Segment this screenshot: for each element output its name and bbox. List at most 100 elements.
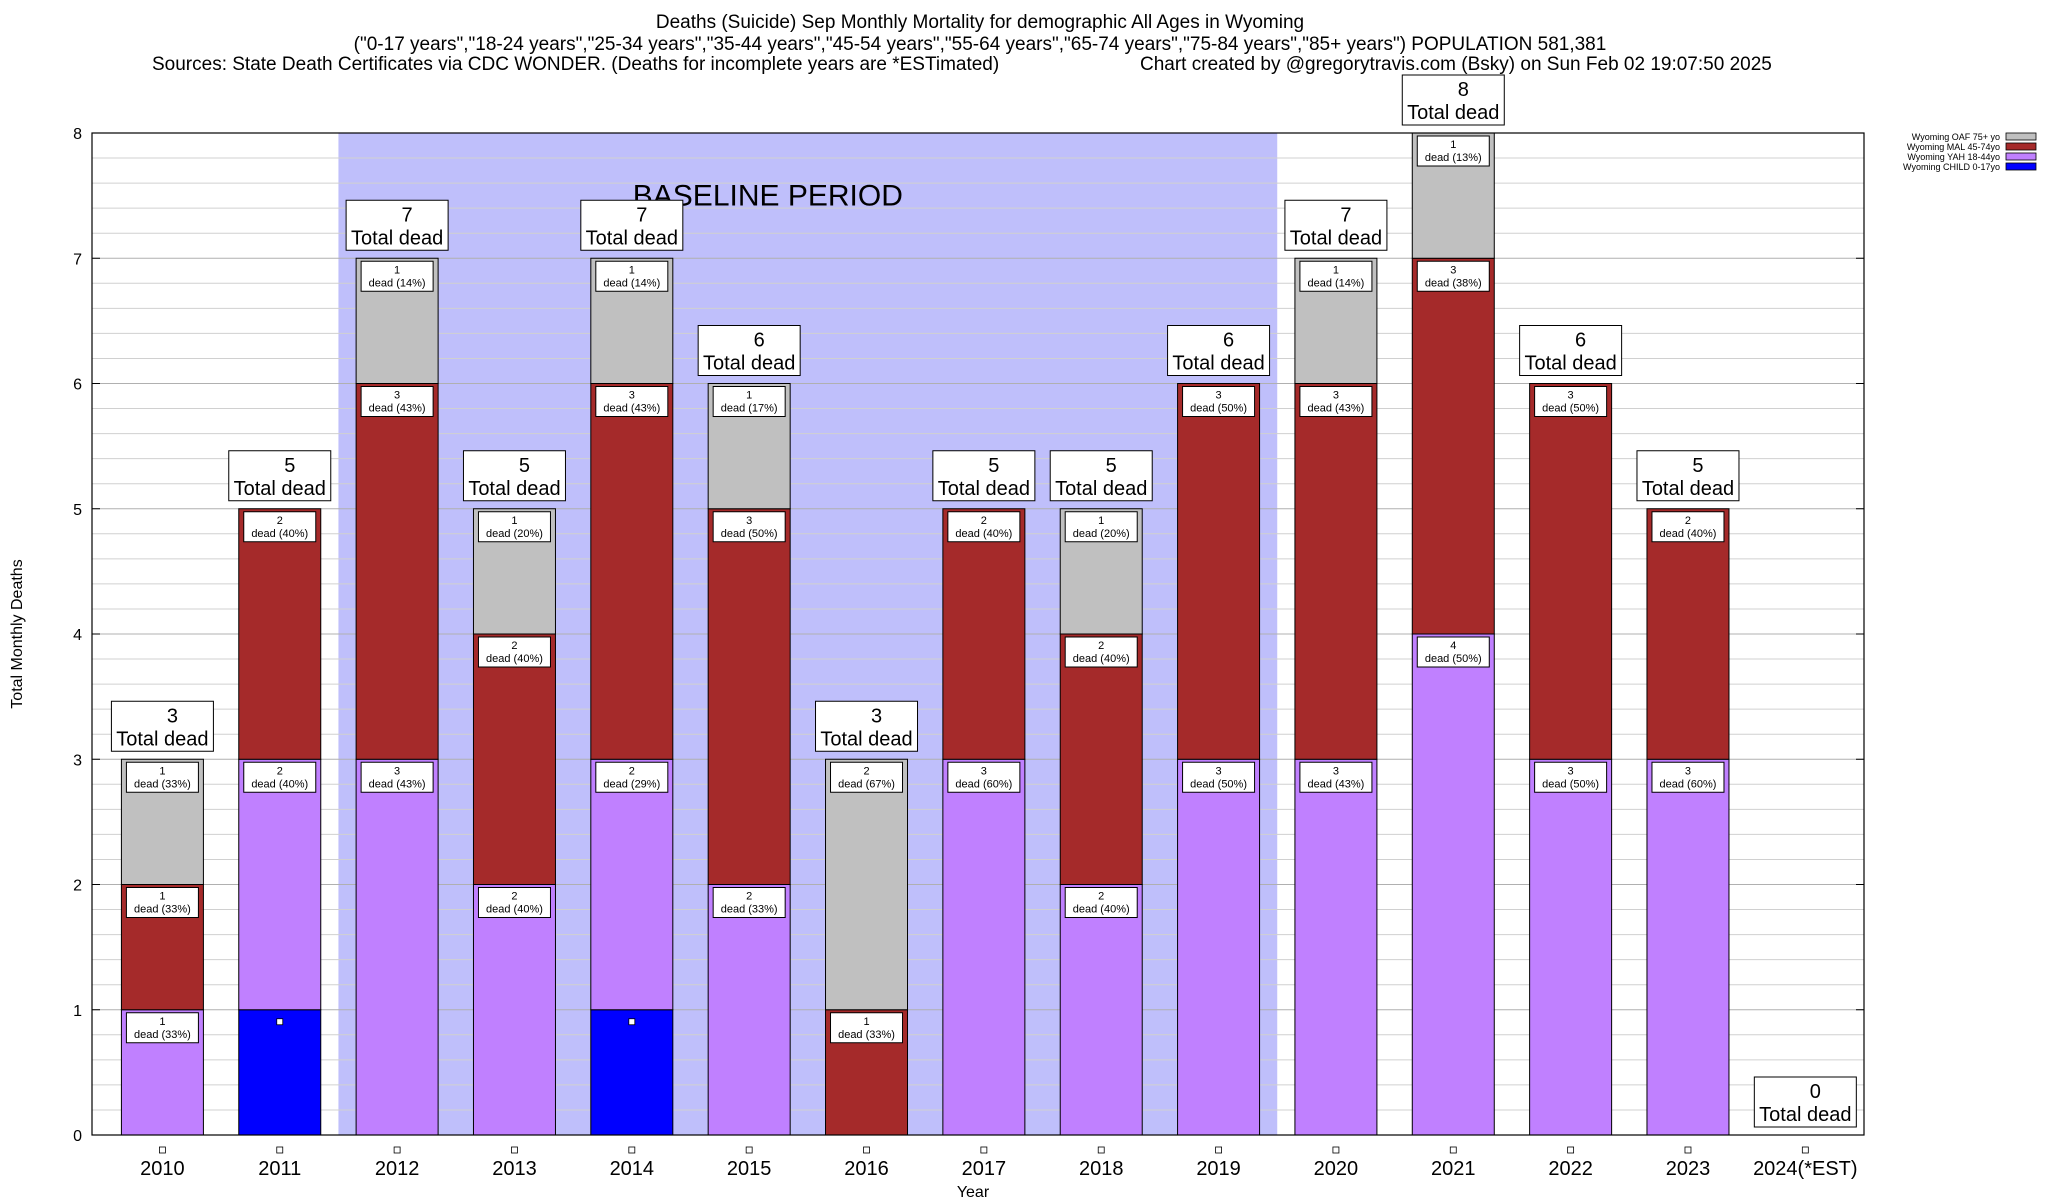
- y-tick-label: 3: [73, 752, 82, 769]
- segment-label-count: 3: [1685, 765, 1691, 777]
- total-label-text: Total dead: [116, 728, 208, 750]
- segment-label-percent: dead (50%): [1190, 778, 1247, 790]
- segment-label-count: 2: [511, 891, 517, 903]
- segment-label-percent: dead (14%): [1307, 277, 1364, 289]
- x-marker: [745, 1146, 753, 1154]
- segment-label-percent: dead (13%): [1425, 152, 1482, 164]
- bar-segment: [1529, 383, 1613, 760]
- segment-label-box: [125, 761, 199, 793]
- segment-label-percent: dead (33%): [134, 1029, 191, 1041]
- segment-label-count: 1: [1450, 139, 1456, 151]
- bar-segment: [942, 758, 1026, 1136]
- segment-label-percent: dead (40%): [486, 653, 543, 665]
- segment-label-percent: dead (43%): [603, 403, 660, 415]
- segment-label-count: 2: [746, 891, 752, 903]
- total-label-box: [580, 199, 684, 251]
- total-label-value: 6: [754, 330, 765, 352]
- legend-swatch: [2005, 162, 2037, 171]
- segment-label-count: 2: [981, 515, 987, 527]
- bar-segment: [1294, 383, 1378, 760]
- total-label-text: Total dead: [820, 728, 912, 750]
- segment-label-count: 3: [981, 765, 987, 777]
- legend-swatch: [2005, 132, 2037, 141]
- total-label-box: [1284, 199, 1388, 251]
- total-label-box: [815, 700, 919, 752]
- segment-label-percent: dead (33%): [134, 904, 191, 916]
- x-tick-label: 2024(*EST): [1753, 1158, 1858, 1180]
- segment-label-percent: dead (17%): [721, 403, 778, 415]
- segment-label-percent: dead (43%): [369, 403, 426, 415]
- x-tick-label: 2016: [844, 1158, 889, 1180]
- total-label-value: 3: [167, 705, 178, 727]
- chart-credit: Chart created by @gregorytravis.com (Bsk…: [1140, 54, 1772, 75]
- segment-label-box: [360, 386, 434, 417]
- segment-label-box: [1064, 887, 1138, 918]
- total-label-value: 0: [1810, 1081, 1821, 1103]
- bar-segment: [825, 758, 909, 1011]
- total-label-text: Total dead: [468, 478, 560, 500]
- segment-label-percent: dead (14%): [369, 277, 426, 289]
- x-tick-label: 2020: [1314, 1158, 1359, 1180]
- segment-label-box: [1534, 386, 1608, 417]
- legend-label: Wyoming MAL 45-74yo: [1907, 142, 2000, 152]
- segment-label-percent: dead (40%): [955, 528, 1012, 540]
- total-label-value: 5: [988, 455, 999, 477]
- segment-label-percent: dead (43%): [1307, 403, 1364, 415]
- segment-label-count: 3: [1333, 390, 1339, 402]
- segment-label-box: [1416, 636, 1490, 668]
- segment-label-percent: dead (29%): [603, 778, 660, 790]
- y-tick-label: 1: [73, 1003, 82, 1020]
- total-label-text: Total dead: [1172, 353, 1264, 375]
- total-label-text: Total dead: [1055, 478, 1147, 500]
- bar-segment: [1646, 758, 1730, 1136]
- segment-label-count: 3: [1568, 765, 1574, 777]
- bar-segment: [590, 758, 674, 1011]
- bar-segment: [1411, 257, 1495, 635]
- total-label-text: Total dead: [234, 478, 326, 500]
- total-label-text: Total dead: [586, 227, 678, 249]
- bar-segment: [1177, 383, 1261, 760]
- bar-segment: [707, 508, 791, 885]
- segment-label-percent: dead (40%): [1073, 653, 1130, 665]
- total-label-box: [1753, 1076, 1857, 1128]
- segment-label-box: [712, 386, 786, 417]
- x-marker: [1332, 1146, 1340, 1154]
- segment-label-percent: dead (40%): [251, 778, 308, 790]
- segment-label-count: 3: [394, 390, 400, 402]
- bar-segment: [1177, 758, 1261, 1136]
- segment-label-percent: dead (60%): [1660, 778, 1717, 790]
- x-tick-label: 2017: [962, 1158, 1007, 1180]
- y-tick-label: 8: [73, 126, 82, 143]
- bar-segment: [1646, 508, 1730, 760]
- bar-segment: [472, 633, 556, 885]
- segment-label-count: 1: [1098, 515, 1104, 527]
- legend-label: Wyoming CHILD 0-17yo: [1903, 162, 2000, 172]
- segment-label-count: 1: [629, 264, 635, 276]
- total-label-value: 5: [519, 455, 530, 477]
- segment-label-box: [947, 761, 1021, 793]
- segment-label-count: 2: [629, 765, 635, 777]
- chart-subtitle: ("0-17 years","18-24 years","25-34 years…: [353, 34, 1607, 55]
- x-tick-label: 2011: [258, 1158, 301, 1180]
- y-tick-label: 6: [73, 377, 82, 394]
- segment-label-percent: dead (14%): [603, 277, 660, 289]
- segment-label-box: [1651, 511, 1725, 543]
- segment-label-box: [1299, 761, 1373, 793]
- segment-label-box: [243, 761, 317, 793]
- segment-label-box: [830, 761, 904, 793]
- y-tick-label: 7: [73, 251, 82, 268]
- segment-label-percent: dead (40%): [1660, 528, 1717, 540]
- segment-label-box: [477, 887, 551, 918]
- segment-label-count: 2: [277, 765, 283, 777]
- segment-label-box: [360, 761, 434, 793]
- total-label-value: 5: [1692, 455, 1703, 477]
- segment-label-count: 2: [277, 515, 283, 527]
- bar-segment: [1529, 758, 1613, 1136]
- y-axis-title: Total Monthly Deaths: [9, 559, 26, 708]
- bar-segment: [238, 508, 322, 760]
- total-label-value: 5: [284, 455, 295, 477]
- segment-label-box: [1299, 260, 1373, 292]
- segment-label-count: 3: [629, 390, 635, 402]
